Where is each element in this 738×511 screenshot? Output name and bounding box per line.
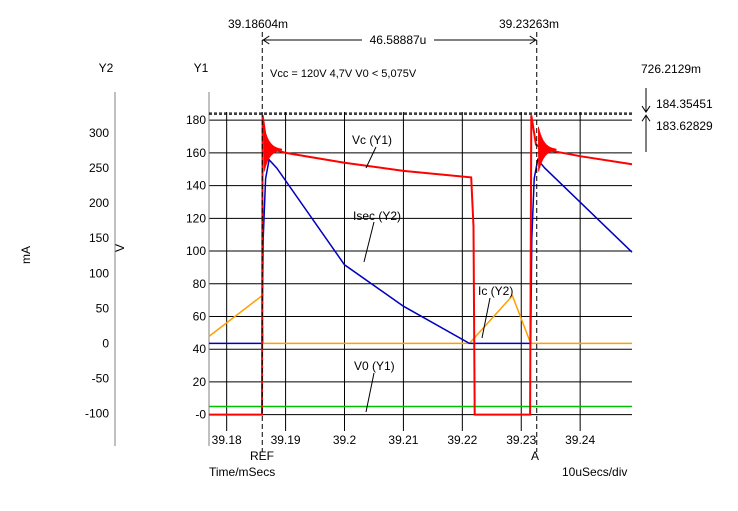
y2-axis-name: Y2 [99, 61, 114, 75]
x-axis-label: Time/mSecs [209, 465, 275, 479]
y1-tick-label: 100 [186, 244, 206, 258]
x-tick-label: 39.18 [212, 433, 242, 447]
y2-tick-label: -50 [92, 371, 110, 385]
y2-tick-label: 100 [89, 266, 109, 280]
label-leader [365, 146, 377, 169]
traces-layer [208, 115, 633, 416]
x-tick-label: 39.23 [506, 433, 536, 447]
y1-tick-label: 80 [193, 277, 207, 291]
y1-axis-name: Y1 [194, 61, 209, 75]
x-tick-label: 39.2 [333, 433, 357, 447]
y2-unit-label: mA [19, 246, 33, 264]
cursor-a-readout: 39.23263m [499, 17, 559, 31]
y1-tick-label: 140 [186, 179, 206, 193]
y1-tick-label: 60 [193, 309, 207, 323]
delta-arrowhead-left [262, 35, 270, 45]
y1-tick-label: -0 [195, 408, 206, 422]
y2-tick-label: -100 [85, 406, 109, 420]
vc-ringing [263, 126, 283, 172]
overlay-layer [209, 32, 651, 452]
y1-unit-label: V [113, 244, 127, 252]
y2-tick-label: 50 [96, 301, 110, 315]
vc-ringing [538, 126, 557, 172]
cursor-ref-readout: 39.18604m [228, 17, 288, 31]
y2-tick-label: 250 [89, 161, 109, 175]
y2-tick-label: 0 [102, 336, 109, 350]
label-leader [363, 221, 375, 263]
label-leader [481, 297, 491, 339]
y2-tick-label: 300 [89, 126, 109, 140]
cursor-ref-label: REF [250, 449, 274, 463]
level-arrow-up [641, 114, 651, 122]
level-top-readout: 726.2129m [641, 62, 701, 76]
x-tick-label: 39.19 [271, 433, 301, 447]
label-vc: Vc (Y1) [352, 133, 392, 147]
level-arrow-down [641, 105, 651, 113]
y2-tick-label: 150 [89, 231, 109, 245]
level-upper-readout: 184.35451 [656, 97, 713, 111]
vc-trace [209, 115, 633, 416]
y1-tick-label: 40 [193, 342, 207, 356]
cursor-a-label: A [531, 449, 539, 463]
grid-layer: 180 160 140 120 100 80 60 40 20 -0 300 250 200 150 100… [85, 92, 632, 447]
y2-tick-label: 200 [89, 196, 109, 210]
isec-trace [209, 158, 633, 345]
y1-tick-label: 120 [186, 211, 206, 225]
label-v0: V0 (Y1) [354, 359, 395, 373]
label-isec: Isec (Y2) [353, 209, 401, 223]
ic-trace [208, 294, 632, 345]
delta-arrowhead-right [529, 35, 537, 45]
conditions-annotation: Vcc = 120V 4,7V V0 < 5,075V [270, 68, 417, 80]
x-scale-label: 10uSecs/div [562, 465, 627, 479]
label-ic: Ic (Y2) [478, 284, 513, 298]
x-tick-label: 39.21 [388, 433, 418, 447]
level-lower-readout: 183.62829 [656, 119, 713, 133]
cursor-delta-readout: 46.58887u [370, 33, 427, 47]
y1-tick-label: 160 [186, 146, 206, 160]
y1-tick-label: 180 [186, 113, 206, 127]
x-tick-label: 39.24 [565, 433, 595, 447]
x-tick-label: 39.22 [447, 433, 477, 447]
y1-tick-label: 20 [193, 375, 207, 389]
label-leader [365, 372, 375, 413]
